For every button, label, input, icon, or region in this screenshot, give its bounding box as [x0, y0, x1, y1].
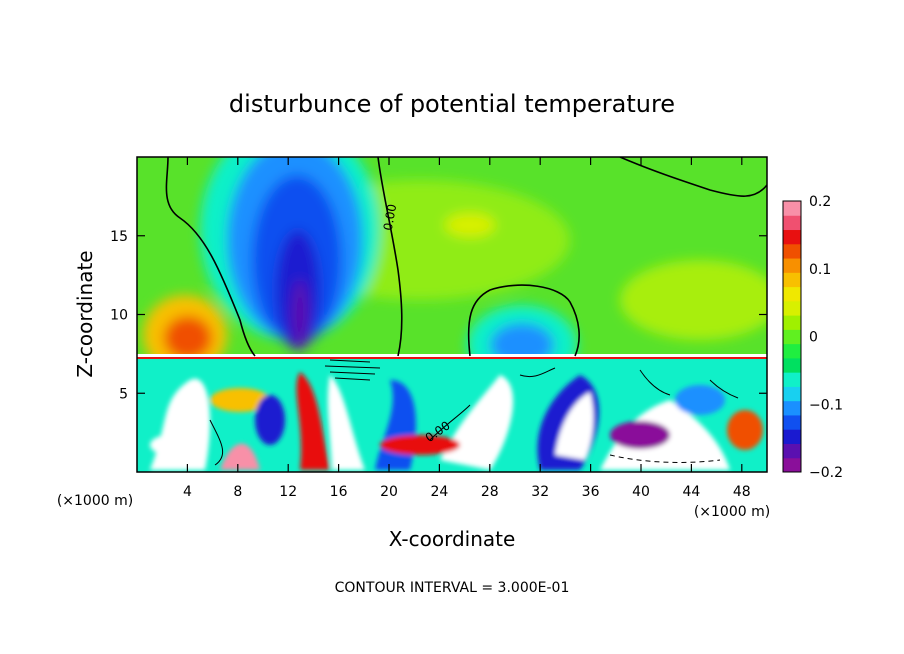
colorbar-swatch [783, 229, 801, 245]
colorbar-tick-label: −0.2 [809, 465, 843, 481]
heatmap-field [137, 157, 767, 472]
contour-label: 0.00 [381, 203, 399, 232]
colorbar-swatch [783, 315, 801, 330]
colorbar-ticks: 0.2 0.1 0 −0.1 −0.2 [809, 194, 843, 481]
x-unit-label-left: (×1000 m) [57, 493, 133, 509]
x-tick-label: 8 [233, 484, 242, 500]
y-tick-label: 10 [110, 308, 128, 324]
colorbar-frame [782, 200, 802, 473]
x-tick-label: 24 [430, 484, 448, 500]
x-tick-label: 44 [682, 484, 700, 500]
contour-interval-note: CONTOUR INTERVAL = 3.000E-01 [335, 580, 570, 596]
y-tick-label: 15 [110, 229, 128, 245]
colorbar-swatch [783, 414, 801, 430]
x-axis-label: X-coordinate [389, 527, 516, 551]
interface-band [137, 354, 767, 358]
x-unit-label-right: (×1000 m) [694, 504, 770, 520]
y-axis-label: Z-coordinate [73, 250, 97, 377]
colorbar-swatch [783, 429, 801, 444]
chart-title: disturbunce of potential temperature [229, 90, 675, 118]
colorbar [782, 200, 802, 473]
colorbar-swatch [783, 272, 801, 288]
x-tick-label: 32 [531, 484, 549, 500]
colorbar-swatch [783, 357, 801, 373]
x-tick-label: 36 [582, 484, 600, 500]
y-axis-ticks: 5 10 15 [110, 229, 767, 402]
y-tick-label: 5 [119, 386, 128, 402]
colorbar-swatch [783, 386, 801, 402]
colorbar-tick-label: 0.2 [809, 194, 831, 210]
x-tick-label: 40 [632, 484, 650, 500]
x-tick-label: 48 [733, 484, 751, 500]
x-axis-ticks: 4 8 12 16 20 24 28 32 36 40 44 48 [183, 157, 751, 500]
colorbar-swatch [783, 329, 801, 345]
colorbar-swatch [783, 286, 801, 302]
colorbar-swatch [783, 201, 801, 216]
colorbar-swatch [783, 343, 801, 359]
colorbar-swatch [783, 400, 801, 416]
x-tick-label: 12 [279, 484, 297, 500]
colorbar-swatch [783, 457, 801, 473]
colorbar-swatch [783, 243, 801, 259]
colorbar-tick-label: 0 [809, 330, 818, 346]
x-tick-label: 16 [330, 484, 348, 500]
lower-turbulent-field [150, 372, 763, 470]
colorbar-swatch [783, 300, 801, 316]
colorbar-tick-label: 0.1 [809, 262, 831, 278]
colorbar-tick-label: −0.1 [809, 397, 843, 413]
x-tick-label: 28 [481, 484, 499, 500]
x-tick-label: 4 [183, 484, 192, 500]
colorbar-swatch [783, 215, 801, 231]
x-tick-label: 20 [380, 484, 398, 500]
contour-lines [165, 157, 767, 466]
colorbar-swatch [783, 443, 801, 459]
colorbar-swatch [783, 258, 801, 273]
colorbar-swatch [783, 372, 801, 387]
